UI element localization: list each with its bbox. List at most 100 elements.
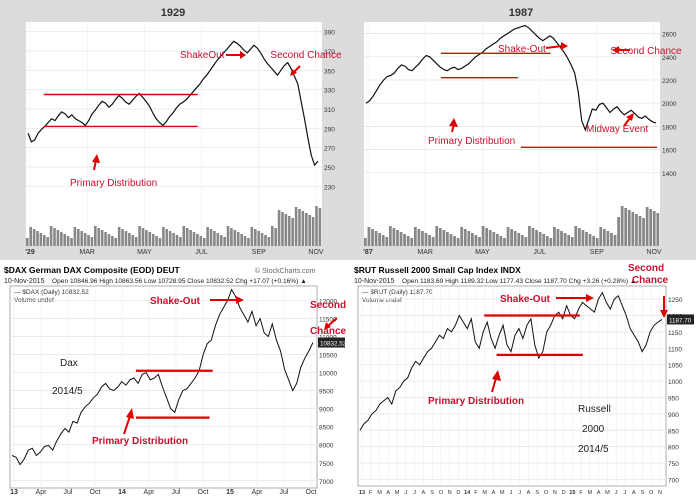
volume-bar [631, 212, 635, 246]
arrow-head-second-chance [612, 46, 619, 54]
x-tick-label: D [562, 490, 566, 496]
annotation-chance: Chance [310, 326, 346, 337]
y-tick-label: 7500 [319, 461, 334, 468]
volume-bar [185, 228, 189, 246]
x-tick-label: MAY [137, 249, 152, 256]
x-tick-label: S [535, 490, 539, 496]
y-tick-label: 1600 [662, 148, 677, 155]
volume-bar [257, 231, 260, 246]
y-tick-label: 800 [668, 445, 679, 452]
y-tick-label: 270 [324, 146, 335, 153]
chart-1929-svg: 1929 230 250 270 290 310 330 350 370 390 '29 MAR MA… [25, 7, 342, 256]
volume-bar [442, 230, 446, 246]
arrow-head-primary [92, 154, 100, 163]
volume-bar [417, 229, 421, 246]
volume-bar [613, 235, 617, 246]
volume-bar [524, 237, 528, 246]
x-tick-label: M [500, 490, 505, 496]
annotation-dax: Dax [60, 358, 78, 369]
annotation-second-chance-1: Second Chance [270, 50, 342, 61]
ohlc-line: Open 1183.69 High 1189.32 Low 1177.43 Cl… [402, 278, 636, 285]
volume-bar [301, 211, 305, 246]
annotation-primary-distribution: Primary Distribution [428, 396, 524, 407]
volume-bar [53, 228, 56, 246]
volume-bar [378, 233, 382, 246]
x-tick-label: S [430, 490, 434, 496]
volume-bar [506, 227, 510, 246]
chart-russell-svg: $RUT Russell 2000 Small Cap Index INDX 1… [354, 263, 694, 496]
x-tick-label: SEP [252, 249, 266, 256]
volume-bar [100, 230, 104, 246]
volume-bar [165, 229, 169, 246]
volume-bar [495, 234, 499, 246]
y-tick-label: 8000 [319, 443, 334, 450]
volume-bar [155, 236, 158, 246]
volume-bar [481, 226, 485, 246]
annotation-shakeout: ShakeOut [180, 50, 225, 61]
volume-bar [182, 226, 186, 246]
x-tick-label: Jul [64, 489, 73, 496]
volume-bar [87, 235, 90, 246]
volume-bar [381, 235, 385, 246]
chart-1987-svg: 1987 1400 1600 1800 2000 2200 2400 2600 '87 MAR M… [363, 7, 682, 256]
volume-bar [577, 228, 581, 246]
y-tick-label: 750 [668, 461, 679, 468]
volume-bar [274, 228, 277, 246]
volume-bar [517, 233, 521, 246]
y-tick-label: 1250 [668, 297, 683, 304]
volume-bar [470, 233, 474, 246]
y-tick-label: 11500 [319, 316, 337, 323]
volume-bar [599, 227, 603, 246]
x-tick-label: J [615, 490, 618, 496]
x-tick-label: JUL [533, 249, 546, 256]
volume-bar [60, 232, 63, 246]
arrow-head-shake-out [236, 296, 244, 304]
price-line [27, 40, 319, 167]
volume-bar [556, 229, 560, 246]
x-tick-label: Jul [172, 489, 181, 496]
x-tick-label: A [632, 490, 636, 496]
x-tick-label: J [404, 490, 407, 496]
volume-bar [213, 231, 216, 246]
x-tick-label: F [474, 490, 478, 496]
y-tick-label: 7000 [319, 479, 334, 486]
x-tick-label: J [510, 490, 513, 496]
x-tick-label: O [649, 490, 654, 496]
volume-bar [649, 209, 653, 246]
volume-bar [162, 227, 165, 246]
x-tick-label: N [553, 490, 557, 496]
volume-bar [602, 229, 606, 246]
volume-bar [520, 235, 524, 246]
volume-bar [26, 238, 29, 246]
volume-bar [535, 230, 538, 246]
volume-bar [83, 233, 87, 246]
ticker-title: $RUT Russell 2000 Small Cap Index INDX [354, 265, 521, 275]
volume-bar [367, 227, 371, 246]
volume-bar [374, 231, 378, 246]
y-tick-label: 390 [324, 30, 335, 37]
volume-bar [627, 210, 631, 246]
y-tick-label: 2000 [662, 101, 677, 108]
x-tick-label: J [413, 490, 416, 496]
x-tick-label: 14 [118, 489, 126, 496]
volume-bar [287, 216, 291, 246]
arrow-head-second-chance [660, 310, 668, 318]
volume-bar [192, 232, 196, 246]
x-tick-label: J [518, 490, 521, 496]
y-tick-label: 2600 [662, 32, 677, 39]
ohlc-line: Open 10846.96 High 10863.56 Low 10728.95… [52, 278, 307, 285]
y-tick-label: 330 [324, 88, 335, 95]
volume-bar [549, 238, 553, 246]
volume-bar [645, 207, 649, 246]
y-tick-label: 290 [324, 126, 335, 133]
volume-bar [179, 237, 182, 246]
y-tick-label: 1050 [668, 363, 683, 370]
volume-bar [624, 208, 628, 246]
volume-bar [392, 228, 396, 246]
arrow-second-chance [293, 65, 301, 73]
arrow-head-primary [126, 408, 134, 419]
volume-bar [478, 237, 481, 246]
volume-bar [46, 237, 50, 246]
volume-bar [460, 227, 464, 246]
volume-bar [606, 231, 610, 246]
